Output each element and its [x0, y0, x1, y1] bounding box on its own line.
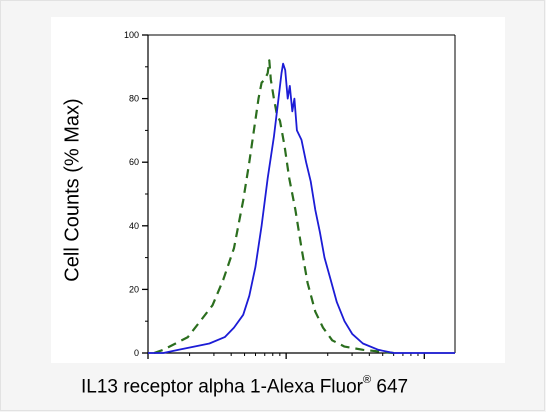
- x-axis-label-tail: 647: [371, 376, 409, 398]
- axes: 0 20 40 60 80 100: [124, 30, 456, 359]
- x-axis-label-sup: ®: [363, 374, 372, 386]
- chart-panel: 0 20 40 60 80 100: [51, 17, 505, 363]
- histogram-chart: 0 20 40 60 80 100: [124, 30, 456, 359]
- y-tick-label: 100: [124, 30, 139, 40]
- y-tick-label: 0: [134, 348, 139, 358]
- y-tick-label: 60: [129, 157, 139, 167]
- series-layer: [148, 59, 455, 355]
- x-axis-label: IL13 receptor alpha 1-Alexa Fluor® 647: [81, 374, 409, 398]
- x-axis-label-main: IL13 receptor alpha 1-Alexa Fluor: [81, 376, 363, 398]
- series-solid-blue-line: [148, 62, 455, 354]
- y-tick-label: 20: [129, 284, 139, 294]
- y-axis-label: Cell Counts (% Max): [61, 98, 84, 282]
- series-dashed-green-line: [153, 59, 394, 355]
- y-tick-label: 40: [129, 221, 139, 231]
- y-tick-label: 80: [129, 94, 139, 104]
